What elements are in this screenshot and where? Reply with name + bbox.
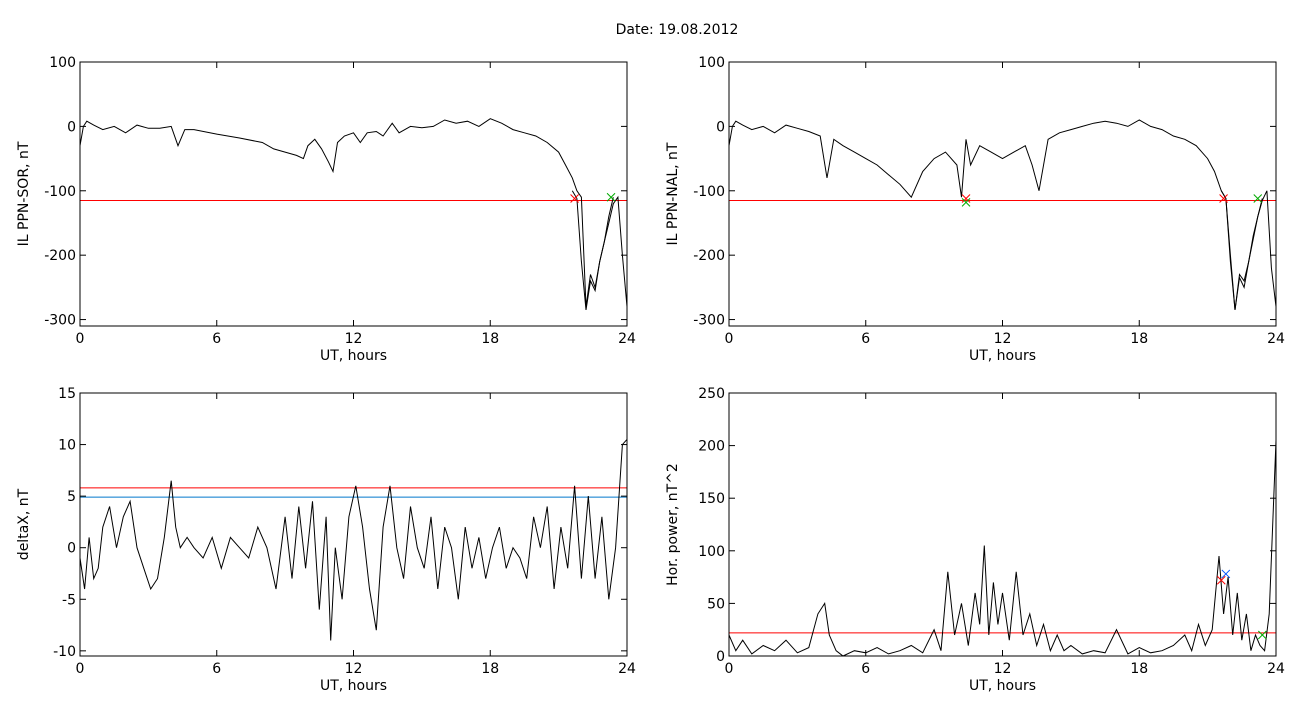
y-tick-label: 5 [67, 489, 76, 505]
y-tick-label: 200 [698, 439, 725, 455]
x-tick-label: 6 [212, 331, 221, 347]
panel-il-ppn-sor: 0 6 12 18 24 100 0 -100 -200 -300 UT, hours IL PPN-… [16, 55, 636, 364]
x-tick-label: 0 [725, 661, 734, 677]
y-tick-label: -100 [693, 184, 725, 200]
y-tick-label: 0 [716, 649, 725, 665]
x-tick-label: 12 [994, 331, 1012, 347]
marker-2 [1219, 194, 1228, 203]
x-tick-label: 24 [1267, 331, 1285, 347]
y-tick-label: -100 [44, 184, 76, 200]
y-axis-label: deltaX, nT [16, 488, 32, 560]
x-tick-label: 18 [481, 331, 499, 347]
panel-il-ppn-nal: 0 6 12 18 24 100 0 -100 -200 -300 UT, hours IL PPN-… [665, 55, 1285, 364]
series-line-0 [728, 440, 1277, 657]
y-tick-label: -10 [53, 644, 76, 660]
x-tick-label: 24 [618, 661, 636, 677]
x-tick-label: 12 [345, 331, 363, 347]
plot-frame [79, 392, 628, 657]
x-tick-label: 6 [861, 331, 870, 347]
x-tick-label: 0 [76, 331, 85, 347]
marker-2 [1257, 630, 1267, 640]
y-tick-label: 0 [716, 119, 725, 135]
x-tick-label: 6 [861, 661, 870, 677]
x-tick-label: 18 [481, 661, 499, 677]
series-line-0 [79, 118, 628, 307]
marker-1 [961, 198, 971, 207]
panel-deltax: 0 6 12 18 24 15 10 5 0 -5 -10 UT, hours deltaX, nT [16, 386, 636, 694]
x-tick-label: 24 [1267, 661, 1285, 677]
x-axis-label: UT, hours [320, 348, 387, 364]
x-axis-label: UT, hours [320, 678, 387, 694]
panel-hor-power: 0 6 12 18 24 250 200 150 100 50 0 UT, hours Hor. pow… [665, 386, 1285, 694]
y-axis-label: IL PPN-NAL, nT [665, 142, 681, 245]
x-tick-label: 24 [618, 331, 636, 347]
y-axis-label: IL PPN-SOR, nT [16, 141, 32, 246]
plot-frame [728, 392, 1277, 657]
x-tick-label: 18 [1130, 661, 1148, 677]
y-tick-label: 100 [49, 55, 76, 71]
y-tick-label: 15 [58, 386, 76, 402]
y-tick-label: 10 [58, 438, 76, 454]
y-tick-label: -5 [62, 592, 76, 608]
y-tick-label: -200 [693, 248, 725, 264]
x-axis-label: UT, hours [969, 678, 1036, 694]
x-tick-label: 0 [725, 331, 734, 347]
plot-frame [79, 61, 628, 327]
y-axis-label: Hor. power, nT^2 [665, 463, 681, 586]
y-tick-label: -200 [44, 248, 76, 264]
series-line-1 [1220, 190, 1263, 310]
y-tick-label: 100 [698, 55, 725, 71]
x-axis-label: UT, hours [969, 348, 1036, 364]
y-tick-label: 250 [698, 386, 725, 402]
x-tick-label: 12 [345, 661, 363, 677]
x-tick-label: 0 [76, 661, 85, 677]
y-tick-label: -300 [44, 313, 76, 329]
figure-title: Date: 19.08.2012 [616, 22, 739, 38]
y-tick-label: -300 [693, 313, 725, 329]
marker-3 [1253, 194, 1263, 203]
x-tick-label: 18 [1130, 331, 1148, 347]
y-tick-label: 150 [698, 491, 725, 507]
x-tick-label: 6 [212, 661, 221, 677]
series-line-0 [79, 439, 628, 641]
y-tick-label: 0 [67, 119, 76, 135]
marker-0 [961, 194, 971, 203]
marker-0 [1216, 575, 1226, 585]
y-tick-label: 100 [698, 544, 725, 560]
series-line-1 [571, 190, 614, 310]
marker-1 [606, 192, 616, 202]
plot-frame [728, 61, 1277, 327]
marker-0 [570, 194, 579, 203]
y-tick-label: 50 [707, 596, 725, 612]
marker-1 [1221, 569, 1231, 579]
series-line-0 [728, 119, 1277, 310]
y-tick-label: 0 [67, 541, 76, 557]
x-tick-label: 12 [994, 661, 1012, 677]
